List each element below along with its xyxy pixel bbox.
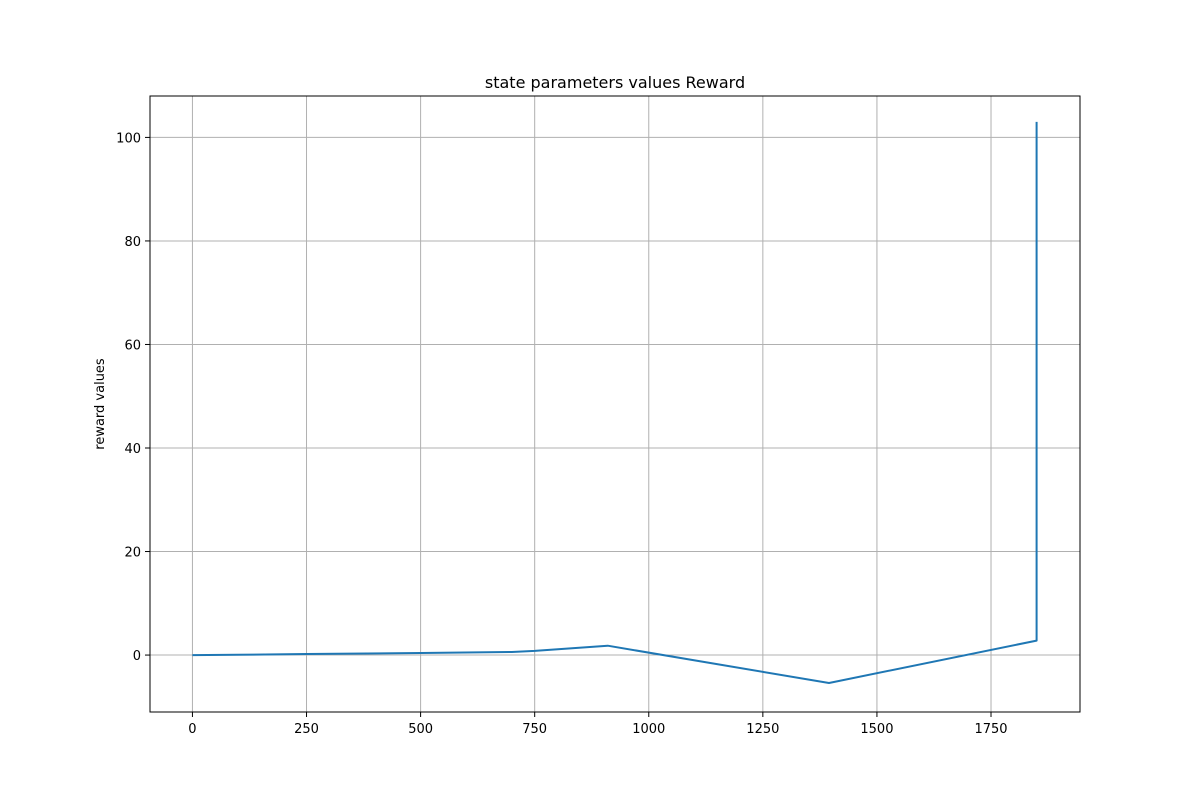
x-tick-label: 1250 bbox=[746, 722, 779, 737]
y-axis-label: reward values bbox=[93, 358, 108, 450]
x-tick-label: 1750 bbox=[974, 722, 1007, 737]
y-tick-label: 40 bbox=[124, 442, 141, 457]
chart-title: state parameters values Reward bbox=[485, 73, 745, 92]
x-tick-label: 250 bbox=[294, 722, 319, 737]
x-tick-label: 1000 bbox=[632, 722, 665, 737]
series-line bbox=[192, 121, 1038, 684]
x-tick-label: 750 bbox=[522, 722, 547, 737]
x-tick-label: 500 bbox=[408, 722, 433, 737]
y-tick-label: 100 bbox=[116, 131, 141, 146]
x-tick-label: 1500 bbox=[860, 722, 893, 737]
y-tick-label: 0 bbox=[133, 649, 141, 664]
plot-frame bbox=[149, 95, 1081, 713]
y-tick-label: 20 bbox=[124, 546, 141, 561]
y-tick-label: 80 bbox=[124, 235, 141, 250]
x-tick-label: 0 bbox=[188, 722, 196, 737]
y-tick-label: 60 bbox=[124, 338, 141, 353]
series-group bbox=[192, 121, 1038, 684]
x-axis: 0 250 500 750 1000 1250 1500 1750 bbox=[188, 712, 1008, 737]
grid bbox=[150, 96, 1080, 712]
y-axis: 0 20 40 60 80 100 bbox=[116, 131, 150, 664]
